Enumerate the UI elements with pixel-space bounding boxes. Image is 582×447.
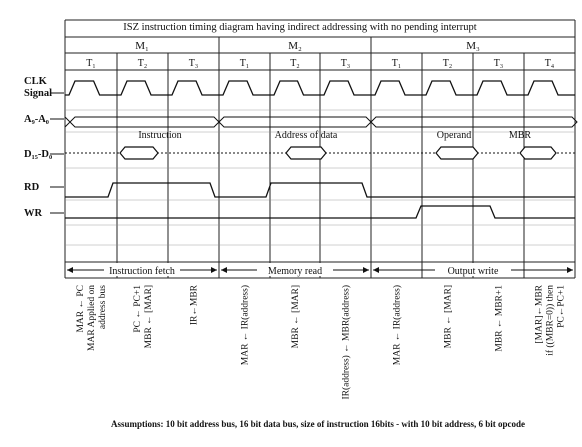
micro-op-text: MBR ← [MAR] [291, 285, 301, 348]
tstate-label: T₂ [138, 58, 148, 69]
micro-op-text: MAR ← IR(address) [392, 285, 403, 365]
phase-arrowhead [221, 267, 227, 273]
phase-label: Instruction fetch [109, 266, 175, 277]
data-window-instruction [119, 146, 159, 160]
t-state-row: T₁ T₂ T₃ T₁ T₂ T₃ T₁ T₂ T₃ T₄ [86, 58, 555, 69]
tstate-label: T₁ [86, 58, 96, 69]
diagram-title: ISZ instruction timing diagram having in… [123, 22, 477, 33]
signal-label-clk: CLK [24, 76, 48, 87]
micro-op-text: MBR ← [MAR] [144, 285, 154, 348]
tstate-label: T₁ [240, 58, 250, 69]
phase-label: Output write [448, 266, 499, 277]
address-bus-m2 [218, 116, 372, 128]
phase-label-bg [435, 263, 511, 276]
machine-cycle-label: M₂ [288, 40, 302, 52]
phase-arrowhead [363, 267, 369, 273]
phase-arrowhead [211, 267, 217, 273]
signal-label-clk: Signal [24, 88, 52, 99]
data-window-address [285, 146, 327, 160]
data-bus-labels: Instruction Address of data Operand MBR [138, 130, 531, 141]
tstate-label: T₃ [341, 58, 351, 69]
signal-label-wr: WR [24, 208, 43, 219]
address-bus-m1 [64, 116, 220, 128]
data-window-mbr [519, 146, 557, 160]
micro-op-text: MBR ← [MAR] [444, 285, 454, 348]
micro-op-text: MAR ← PC [76, 285, 86, 333]
wr-waveform [65, 205, 575, 219]
tstate-label: T₂ [290, 58, 300, 69]
tstate-label: T₃ [189, 58, 199, 69]
signal-label-data: D₁₅-D₀ [24, 149, 52, 160]
phase-label-bg [257, 263, 333, 276]
micro-op-text: address bus [98, 285, 108, 329]
data-window-operand [435, 146, 479, 160]
micro-op-text: PC←PC+1 [557, 285, 567, 328]
phase-row: Instruction fetch Memory read Output write [67, 263, 573, 277]
clk-waveform [65, 80, 575, 96]
tstate-label: T₁ [392, 58, 402, 69]
machine-cycle-label: M₃ [466, 40, 480, 52]
address-bus-m3 [370, 116, 578, 128]
signal-label-address: A₉-A₀ [24, 114, 49, 125]
tstate-label: T₃ [494, 58, 504, 69]
micro-op-text: MAR Applied on [87, 285, 97, 351]
assumptions-note: Assumptions: 10 bit address bus, 16 bit … [111, 419, 525, 429]
label-mbr: MBR [509, 130, 532, 141]
phase-arrowhead [567, 267, 573, 273]
waveforms [64, 80, 578, 219]
machine-cycle-row: M₁ M₂ M₃ [135, 40, 480, 52]
micro-op-text: if ((MBR=0)) then [545, 285, 556, 356]
phase-arrowhead [373, 267, 379, 273]
rd-waveform [65, 182, 575, 198]
micro-op-text: PC ← PC+1 [133, 285, 143, 333]
signal-label-rd: RD [24, 182, 40, 193]
micro-op-text: [MAR]←MBR [535, 284, 545, 343]
tstate-label: T₄ [545, 58, 555, 69]
machine-cycle-label: M₁ [135, 40, 149, 52]
micro-operations: MAR ← PC MAR Applied on address bus PC ← PC… [76, 284, 567, 399]
micro-op-text: MBR ← MBR+1 [495, 285, 505, 352]
label-instruction: Instruction [138, 130, 181, 141]
phase-label: Memory read [268, 266, 322, 277]
micro-op-text: IR←MBR [190, 284, 200, 325]
phase-arrowhead [67, 267, 73, 273]
micro-op-text: MAR ← IR(address) [240, 285, 251, 365]
label-address-of-data: Address of data [275, 130, 338, 141]
label-operand: Operand [437, 130, 471, 141]
phase-label-bg [104, 263, 180, 276]
tstate-label: T₂ [443, 58, 453, 69]
micro-op-text: IR(address) ← MBR(address) [341, 285, 352, 400]
